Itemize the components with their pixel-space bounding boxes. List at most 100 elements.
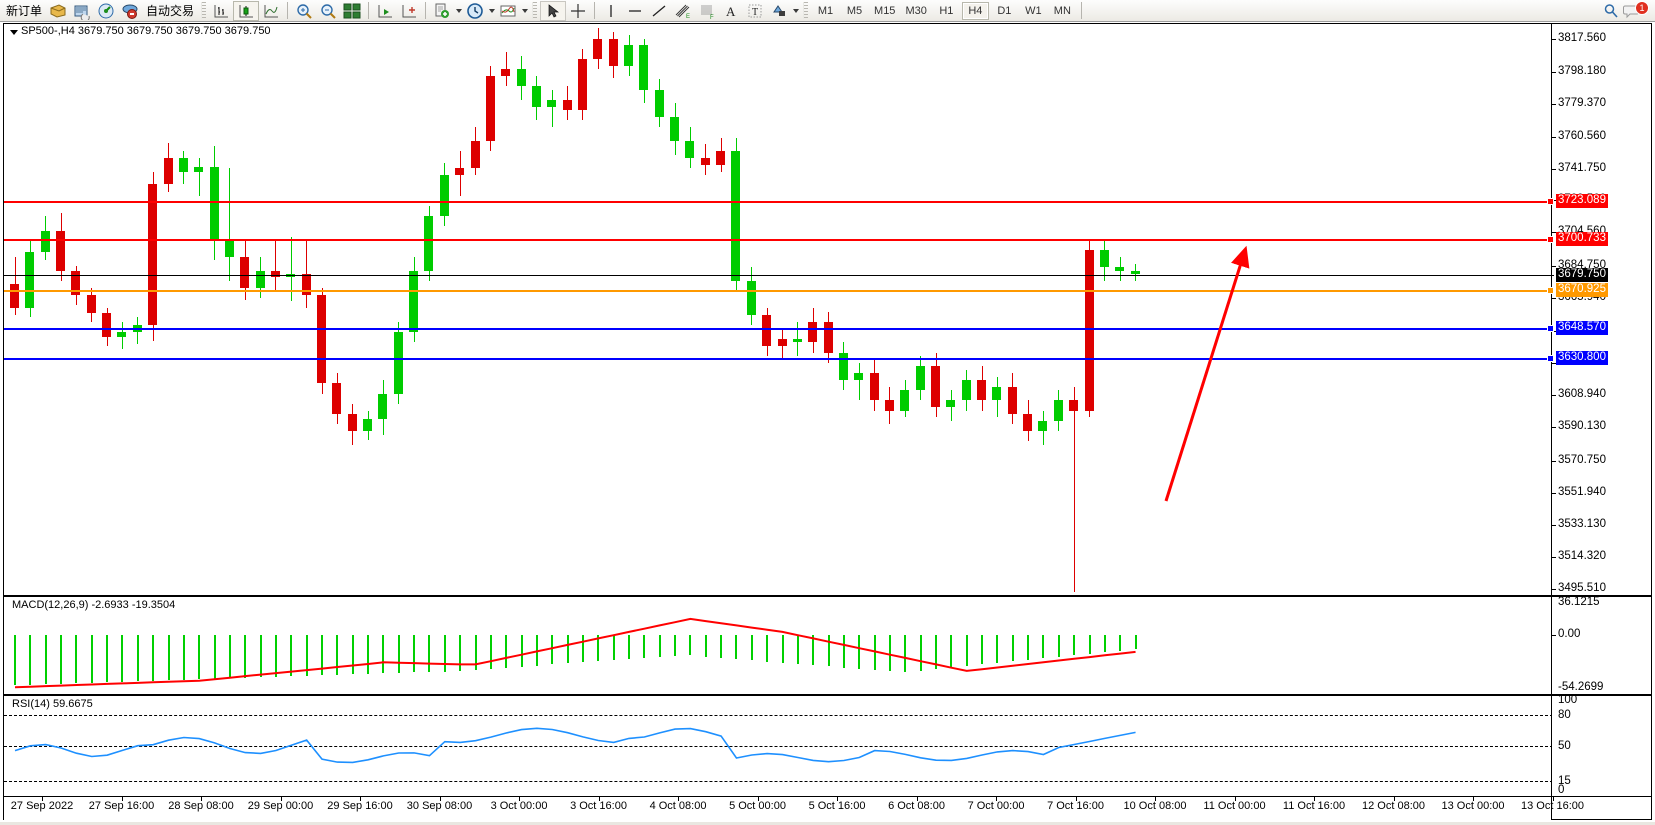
macd-tick-mark xyxy=(1552,635,1556,637)
toolbar-grip-1[interactable] xyxy=(201,2,207,19)
notification-button[interactable]: 1 xyxy=(1623,0,1649,21)
macd-histogram-bar xyxy=(305,635,308,676)
timeframe-h4[interactable]: H4 xyxy=(961,1,989,20)
indicators-button[interactable] xyxy=(430,1,454,21)
zoom-out-button[interactable] xyxy=(316,1,340,21)
level-line-support-3630[interactable] xyxy=(4,358,1554,361)
time-tick-label: 7 Oct 00:00 xyxy=(967,800,1025,812)
timeframe-m5[interactable]: M5 xyxy=(846,4,863,17)
level-handle-resistance-3723[interactable] xyxy=(1547,197,1554,205)
level-handle-pivot-3670[interactable] xyxy=(1547,286,1554,294)
autotrading-label-button[interactable]: 自动交易 xyxy=(142,1,198,21)
shapes-dropdown-arrow[interactable] xyxy=(791,2,800,20)
macd-histogram-bar xyxy=(1011,635,1014,662)
price-tick-label: 3817.560 xyxy=(1558,32,1606,45)
equidistant-channel-button[interactable]: E xyxy=(671,1,695,21)
timeframe-m15[interactable]: M15 xyxy=(874,4,896,17)
chart-frame[interactable]: SP500-,H4 3679.750 3679.750 3679.750 367… xyxy=(3,23,1652,820)
candle-body xyxy=(1053,400,1063,421)
time-tick-mark xyxy=(1314,797,1315,801)
time-tick-label: 13 Oct 00:00 xyxy=(1441,800,1505,812)
candle-body xyxy=(639,45,649,90)
text-button[interactable]: A xyxy=(719,1,743,21)
market-watch-button[interactable] xyxy=(70,1,94,22)
macd-histogram-bar xyxy=(1073,635,1076,656)
level-handle-support-3630[interactable] xyxy=(1547,355,1554,363)
macd-histogram-bar xyxy=(167,635,170,681)
candle-body xyxy=(40,231,50,252)
level-handle-resistance-3700[interactable] xyxy=(1547,235,1554,243)
shapes-button[interactable] xyxy=(767,1,791,21)
level-line-current-price-3679[interactable] xyxy=(4,274,1554,276)
wallet-icon xyxy=(49,2,67,20)
candle-wick xyxy=(229,168,230,281)
time-axis[interactable]: 27 Sep 2022 27 Sep 16:00 28 Sep 08:00 29 Se… xyxy=(4,797,1584,820)
zoom-in-button[interactable] xyxy=(292,1,316,21)
auto-scroll-button[interactable] xyxy=(373,1,397,21)
candle-body xyxy=(823,321,833,353)
price-tick-mark xyxy=(1552,524,1556,526)
time-tick-mark xyxy=(439,797,441,801)
vertical-line-button[interactable] xyxy=(599,1,623,21)
bar-chart-button[interactable] xyxy=(209,1,233,21)
price-tick-mark xyxy=(1552,460,1556,462)
candle-body xyxy=(1023,414,1033,432)
signals-button[interactable] xyxy=(94,1,118,21)
macd-tick-label: 0.00 xyxy=(1558,628,1581,641)
timeframe-mn[interactable]: MN xyxy=(1053,4,1071,17)
macd-tick-mark xyxy=(1552,596,1556,597)
cursor-button[interactable] xyxy=(540,0,567,21)
line-chart-button[interactable] xyxy=(259,1,283,21)
timeframe-m30[interactable]: M30 xyxy=(905,4,927,17)
chart-collapse-icon[interactable] xyxy=(10,30,18,35)
timeframe-w1[interactable]: W1 xyxy=(1025,4,1042,17)
auto-scroll-icon xyxy=(376,2,394,20)
status-bar xyxy=(0,822,1655,825)
level-handle-support-3648[interactable] xyxy=(1547,324,1554,332)
period-dropdown-arrow[interactable] xyxy=(487,2,496,20)
search-button[interactable] xyxy=(1599,1,1623,21)
level-line-resistance-3700[interactable] xyxy=(4,238,1554,241)
level-line-support-3648[interactable] xyxy=(4,327,1554,330)
macd-histogram-bar xyxy=(459,635,462,671)
macd-histogram-bar xyxy=(535,635,538,666)
tile-windows-button[interactable] xyxy=(340,1,364,21)
candle-body xyxy=(10,284,19,309)
period-button[interactable] xyxy=(463,1,487,21)
text-label-button[interactable]: T xyxy=(743,1,767,21)
macd-pane[interactable] xyxy=(4,596,1551,694)
templates-dropdown-arrow[interactable] xyxy=(520,2,529,20)
rsi-pane[interactable] xyxy=(4,695,1551,796)
toolbar-grip-2[interactable] xyxy=(532,2,538,19)
chart-shift-button[interactable] xyxy=(397,1,421,21)
timeframe-d1[interactable]: D1 xyxy=(997,4,1012,17)
crosshair-button[interactable] xyxy=(566,1,590,21)
templates-button[interactable] xyxy=(496,1,520,21)
time-tick-label: 27 Sep 2022 xyxy=(10,800,74,812)
level-line-pivot-3670[interactable] xyxy=(4,289,1554,292)
macd-tick-mark xyxy=(1552,694,1556,695)
macd-histogram-bar xyxy=(60,635,63,684)
level-line-resistance-3723[interactable] xyxy=(4,200,1554,203)
candle-body xyxy=(501,69,511,77)
macd-histogram-bar xyxy=(397,635,400,673)
pane-separator-macd[interactable] xyxy=(4,595,1651,596)
pane-separator-rsi[interactable] xyxy=(4,694,1651,695)
candlestick-chart-button[interactable] xyxy=(233,0,260,21)
time-tick-mark xyxy=(996,797,997,801)
timeframe-m1[interactable]: M1 xyxy=(817,4,834,17)
candle-body xyxy=(547,99,557,107)
time-tick-label: 4 Oct 08:00 xyxy=(649,800,707,812)
horizontal-line-button[interactable] xyxy=(623,1,647,21)
toolbar-grip-3[interactable] xyxy=(803,2,809,19)
terminal-button[interactable] xyxy=(46,1,70,21)
chart-area[interactable]: SP500-,H4 3679.750 3679.750 3679.750 367… xyxy=(0,23,1655,825)
new-order-button[interactable]: 新订单 xyxy=(2,1,46,21)
candle-body xyxy=(1130,270,1140,275)
trendline-button[interactable] xyxy=(647,1,671,21)
indicators-dropdown-arrow[interactable] xyxy=(454,2,463,20)
timeframe-h1[interactable]: H1 xyxy=(939,4,954,17)
fibonacci-button[interactable]: F xyxy=(695,1,719,21)
time-tick-label: 29 Sep 00:00 xyxy=(247,800,314,812)
autotrading-button[interactable] xyxy=(118,1,142,21)
